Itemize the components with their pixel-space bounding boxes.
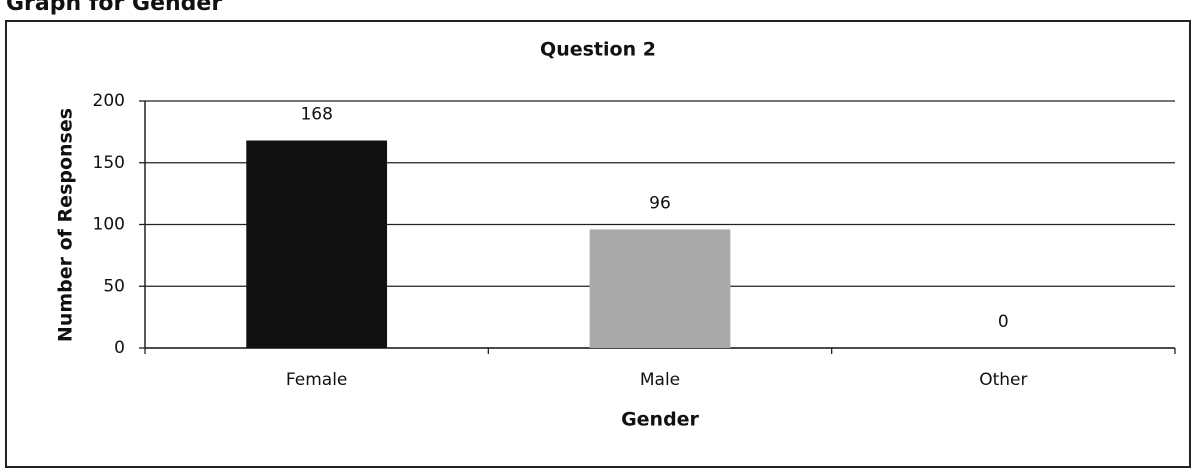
page-title: Graph for Gender	[6, 0, 222, 16]
bar	[589, 229, 731, 348]
x-axis-label: Gender	[621, 409, 699, 431]
x-tick-label: Female	[286, 370, 347, 390]
chart-title: Question 2	[540, 39, 656, 61]
x-tick-label: Male	[640, 370, 680, 390]
x-tick-label: Other	[979, 370, 1027, 390]
y-tick-label: 100	[93, 215, 125, 235]
data-label: 168	[300, 105, 332, 125]
data-label: 0	[998, 312, 1009, 332]
y-tick-label: 200	[93, 91, 125, 111]
y-tick-label: 0	[114, 338, 125, 358]
bar	[246, 140, 388, 348]
data-label: 96	[649, 193, 671, 213]
y-tick-label: 150	[93, 153, 125, 173]
y-axis-label: Number of Responses	[55, 108, 77, 342]
y-tick-label: 50	[103, 276, 125, 296]
chart-frame	[5, 20, 1191, 468]
